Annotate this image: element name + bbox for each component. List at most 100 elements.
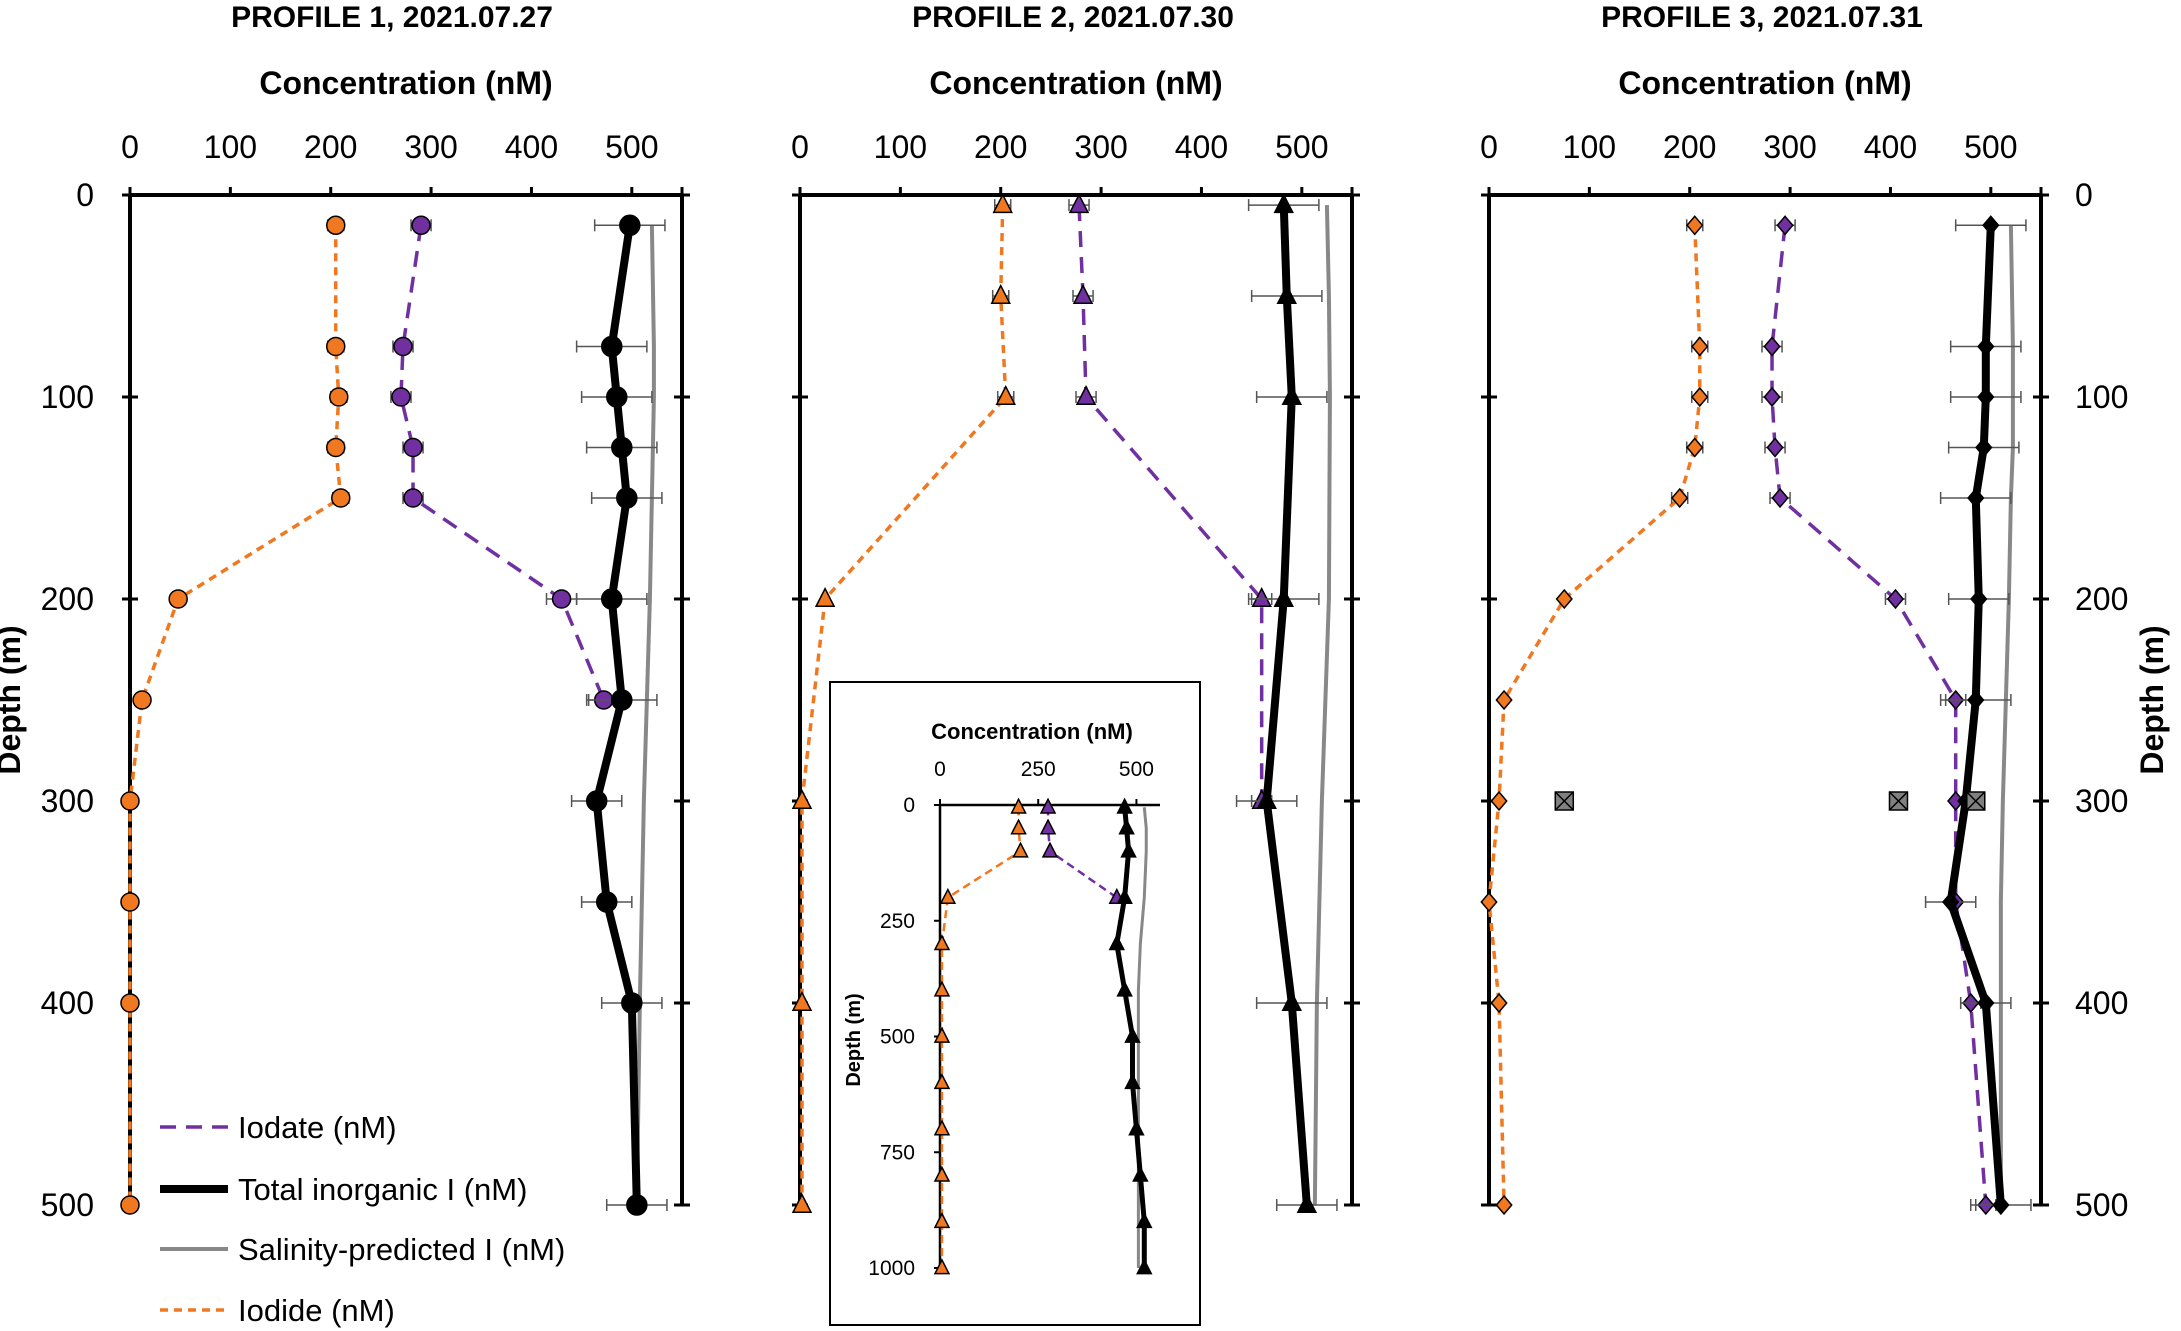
data-point [1116, 797, 1133, 814]
series-line [1998, 225, 2015, 1205]
data-point [1039, 797, 1057, 814]
data-point [168, 589, 188, 609]
series-line [592, 224, 641, 1206]
legend-label: Iodate (nM) [238, 1110, 397, 1145]
data-point [626, 1194, 648, 1216]
data-point [1041, 841, 1059, 858]
data-point [1967, 487, 1985, 509]
series-iodate-nm [1761, 215, 1997, 1216]
y-tick-label: 400 [41, 985, 94, 1021]
inset-series-iodide-nm [933, 797, 1029, 1275]
data-point [325, 336, 346, 357]
x-tick-label: 200 [1663, 129, 1716, 165]
data-point [1251, 587, 1272, 607]
data-point [1490, 790, 1508, 812]
data-point [1072, 284, 1094, 304]
series-line [1136, 807, 1148, 1268]
data-point [120, 892, 140, 912]
data-point [1888, 791, 1909, 811]
data-point [1766, 437, 1784, 458]
data-point [325, 215, 346, 236]
data-point [933, 1258, 951, 1275]
y-tick-label: 100 [41, 379, 94, 415]
data-point [990, 284, 1011, 304]
marker-cross-line [1966, 791, 1986, 811]
series-salinity-predicted-i-nm [1312, 205, 1332, 1206]
data-point [814, 587, 836, 607]
data-point [325, 437, 346, 458]
inset-y-tick-label: 750 [880, 1141, 915, 1164]
data-point [1691, 336, 1709, 357]
legend-item: Total inorganic I (nM) [160, 1172, 527, 1207]
series-line [128, 225, 343, 1205]
series-total-inorganic-i-nm [1235, 193, 1338, 1213]
y-axis-label: Depth (m) [0, 625, 27, 774]
series-line [1487, 225, 1702, 1206]
data-point [600, 335, 623, 358]
data-point [1886, 588, 1905, 610]
data-point [933, 1165, 951, 1182]
series-iodide-nm [120, 215, 351, 1215]
data-point [1256, 789, 1277, 809]
inset-y-tick-label: 500 [880, 1026, 915, 1049]
data-point [1116, 980, 1133, 997]
data-point [600, 588, 623, 610]
data-point [1480, 891, 1498, 913]
series-line [634, 225, 656, 1206]
legend-label: Total inorganic I (nM) [238, 1172, 527, 1207]
legend-label: Salinity-predicted I (nM) [238, 1232, 565, 1267]
x-axis-label: Concentration (nM) [929, 65, 1222, 101]
data-point [995, 385, 1016, 405]
data-point [992, 193, 1013, 214]
series-iodate-nm [1068, 193, 1273, 809]
x-tick-label: 500 [605, 129, 658, 165]
data-point [585, 790, 608, 812]
data-point [606, 386, 628, 408]
data-point [1686, 437, 1704, 458]
data-point [551, 589, 572, 609]
data-point [1982, 215, 2000, 236]
data-point [1136, 1258, 1153, 1275]
data-point [1116, 887, 1133, 904]
data-point [331, 488, 351, 508]
data-point [1495, 689, 1513, 711]
data-point [621, 992, 643, 1014]
data-point [1942, 891, 1960, 913]
x-axis-label: Concentration (nM) [259, 65, 552, 101]
data-point [1975, 437, 1993, 458]
series-total-inorganic-i-nm [570, 214, 668, 1216]
data-point [933, 1026, 951, 1043]
x-tick-label: 0 [1480, 129, 1498, 165]
data-point [1977, 336, 1995, 357]
data-point [1128, 1119, 1145, 1136]
y-tick-label: 400 [2075, 985, 2128, 1021]
y-tick-label: 500 [2075, 1187, 2128, 1223]
data-point [393, 336, 413, 357]
panel-title: PROFILE 2, 2021.07.30 [912, 1, 1234, 34]
data-point [1970, 588, 1988, 610]
y-tick-label: 100 [2075, 379, 2128, 415]
inset-x-tick-label: 0 [934, 758, 946, 781]
x-tick-label: 200 [974, 129, 1027, 165]
data-point [1966, 791, 1986, 811]
series-salinity-predicted-i-nm [634, 225, 656, 1206]
data-point [1136, 1212, 1153, 1229]
panel-2: PROFILE 2, 2021.07.30 Concentration (nM) 0… [791, 1, 1360, 1213]
data-point [933, 1073, 951, 1090]
inset-series-total-inorganic-i-nm [1108, 797, 1153, 1275]
inset-x-axis-label: Concentration (nM) [931, 719, 1133, 744]
data-point [1132, 1165, 1149, 1182]
data-point [1771, 487, 1789, 509]
legend-item: Iodide (nM) [160, 1293, 395, 1328]
data-point [1273, 193, 1294, 214]
data-point [1124, 1026, 1141, 1043]
series-salinity-predicted-i-nm [1998, 225, 2015, 1205]
x-tick-label: 200 [304, 129, 357, 165]
data-point [1281, 991, 1303, 1011]
y-tick-label: 200 [2075, 581, 2128, 617]
data-point [1992, 1194, 2010, 1216]
data-point [611, 689, 633, 711]
x-tick-label: 500 [1964, 129, 2017, 165]
data-point [1691, 386, 1709, 408]
